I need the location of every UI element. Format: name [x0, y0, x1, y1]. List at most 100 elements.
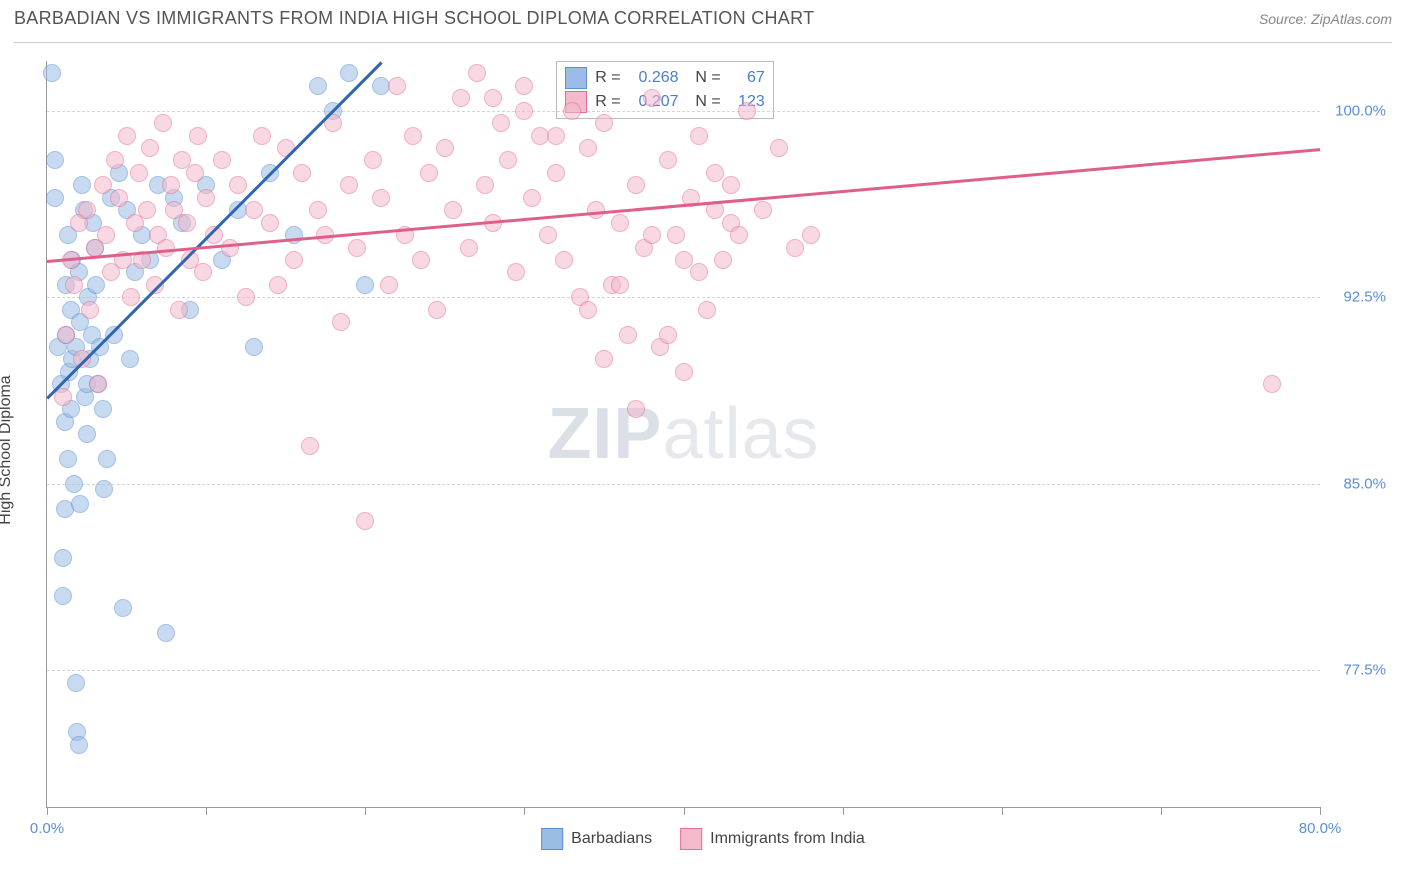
scatter-point: [595, 350, 613, 368]
watermark-atlas: atlas: [662, 394, 819, 474]
scatter-point: [476, 176, 494, 194]
scatter-point: [154, 114, 172, 132]
scatter-point: [452, 89, 470, 107]
scatter-point: [229, 176, 247, 194]
scatter-point: [141, 139, 159, 157]
scatter-point: [539, 226, 557, 244]
chart-container: High School Diploma ZIPatlas R =0.268 N …: [14, 42, 1392, 856]
scatter-point: [754, 201, 772, 219]
scatter-point: [738, 102, 756, 120]
scatter-point: [722, 176, 740, 194]
scatter-point: [388, 77, 406, 95]
scatter-point: [309, 201, 327, 219]
scatter-point: [121, 350, 139, 368]
scatter-point: [356, 276, 374, 294]
xtick-label: 80.0%: [1299, 820, 1342, 837]
scatter-point: [412, 251, 430, 269]
watermark: ZIPatlas: [547, 393, 819, 475]
scatter-point: [221, 239, 239, 257]
scatter-point: [1263, 375, 1281, 393]
scatter-point: [563, 102, 581, 120]
scatter-point: [364, 151, 382, 169]
scatter-point: [67, 674, 85, 692]
scatter-point: [73, 176, 91, 194]
scatter-point: [340, 64, 358, 82]
scatter-point: [114, 599, 132, 617]
scatter-point: [348, 239, 366, 257]
scatter-point: [71, 495, 89, 513]
scatter-point: [106, 151, 124, 169]
scatter-point: [484, 89, 502, 107]
series-swatch: [565, 67, 587, 89]
scatter-plot: ZIPatlas R =0.268 N =67R =0.207 N =123 7…: [46, 61, 1320, 808]
scatter-point: [46, 189, 64, 207]
scatter-point: [802, 226, 820, 244]
xtick: [365, 807, 366, 815]
scatter-point: [197, 189, 215, 207]
scatter-point: [89, 375, 107, 393]
scatter-point: [46, 151, 64, 169]
legend-item: Barbadians: [541, 828, 652, 850]
scatter-point: [162, 176, 180, 194]
scatter-point: [138, 201, 156, 219]
y-axis-label: High School Diploma: [0, 375, 15, 524]
scatter-point: [194, 263, 212, 281]
n-value: 67: [729, 69, 765, 87]
scatter-point: [94, 176, 112, 194]
scatter-point: [78, 425, 96, 443]
scatter-point: [611, 214, 629, 232]
scatter-point: [293, 164, 311, 182]
gridline-h: [47, 111, 1320, 112]
scatter-point: [619, 326, 637, 344]
scatter-point: [261, 214, 279, 232]
scatter-point: [555, 251, 573, 269]
scatter-point: [213, 151, 231, 169]
scatter-point: [65, 475, 83, 493]
scatter-point: [730, 226, 748, 244]
scatter-point: [547, 127, 565, 145]
ytick-label: 77.5%: [1343, 662, 1386, 679]
scatter-point: [78, 201, 96, 219]
watermark-zip: ZIP: [547, 394, 662, 474]
scatter-point: [186, 164, 204, 182]
scatter-point: [499, 151, 517, 169]
scatter-point: [157, 624, 175, 642]
n-label: N =: [687, 93, 721, 111]
scatter-point: [309, 77, 327, 95]
scatter-point: [301, 437, 319, 455]
scatter-point: [97, 226, 115, 244]
scatter-point: [595, 114, 613, 132]
scatter-point: [444, 201, 462, 219]
scatter-point: [380, 276, 398, 294]
scatter-point: [87, 276, 105, 294]
legend-swatch: [680, 828, 702, 850]
scatter-point: [54, 549, 72, 567]
scatter-point: [659, 326, 677, 344]
scatter-point: [627, 176, 645, 194]
gridline-h: [47, 484, 1320, 485]
scatter-point: [110, 189, 128, 207]
scatter-point: [269, 276, 287, 294]
scatter-point: [420, 164, 438, 182]
ytick-label: 100.0%: [1335, 102, 1386, 119]
chart-legend: Barbadians Immigrants from India: [541, 828, 865, 850]
scatter-point: [643, 89, 661, 107]
ytick-label: 85.0%: [1343, 475, 1386, 492]
scatter-point: [81, 301, 99, 319]
scatter-point: [285, 251, 303, 269]
scatter-point: [698, 301, 716, 319]
gridline-h: [47, 670, 1320, 671]
scatter-point: [611, 276, 629, 294]
scatter-point: [515, 102, 533, 120]
xtick: [47, 807, 48, 815]
legend-item: Immigrants from India: [680, 828, 865, 850]
scatter-point: [706, 164, 724, 182]
scatter-point: [714, 251, 732, 269]
stats-row: R =0.268 N =67: [565, 66, 765, 90]
xtick: [843, 807, 844, 815]
scatter-point: [690, 127, 708, 145]
xtick: [206, 807, 207, 815]
scatter-point: [43, 64, 61, 82]
scatter-point: [428, 301, 446, 319]
scatter-point: [245, 338, 263, 356]
